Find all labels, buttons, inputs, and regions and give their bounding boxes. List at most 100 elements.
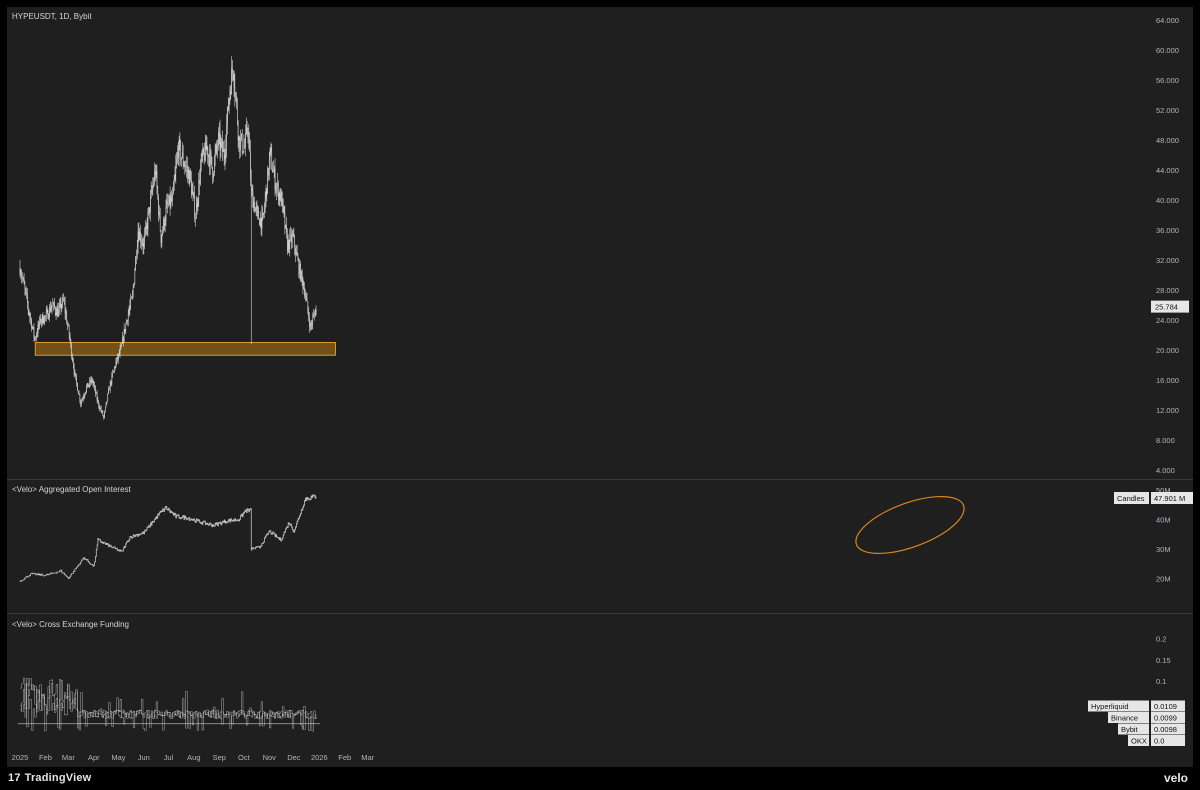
price-tick-label: 16.000: [1156, 376, 1179, 385]
price-candle-body: [136, 256, 137, 258]
price-candle-body: [199, 179, 200, 185]
price-candle-body: [246, 126, 248, 134]
x-axis-label: Apr: [88, 753, 100, 762]
price-candle-body: [200, 154, 202, 168]
price-candle-body: [107, 393, 109, 401]
price-candle-body: [49, 307, 50, 318]
price-candle-body: [133, 283, 135, 288]
x-axis-label: Jul: [164, 753, 174, 762]
price-candle-body: [287, 240, 289, 251]
price-candle-body: [222, 140, 223, 152]
price-candle-body: [279, 192, 281, 201]
price-candle-body: [102, 411, 104, 416]
price-scale[interactable]: [1149, 7, 1193, 767]
price-candle-body: [34, 336, 36, 339]
price-candle-body: [87, 383, 89, 387]
price-candle-body: [276, 186, 277, 190]
price-candle-body: [252, 190, 254, 208]
funding-legend-value-tag: [1151, 735, 1185, 746]
price-candle-body: [233, 74, 235, 88]
symbol-title[interactable]: HYPEUSDT, 1D, Bybit: [12, 12, 92, 21]
price-candle-body: [201, 154, 203, 157]
price-candle-body: [274, 168, 276, 190]
price-candle-body: [278, 192, 280, 200]
price-candle-body: [234, 87, 236, 95]
price-candle-body: [62, 298, 63, 306]
price-candle-body: [108, 388, 109, 394]
price-candle-body: [48, 317, 49, 319]
price-candle-body: [32, 327, 34, 328]
price-candle-body: [218, 131, 220, 133]
tradingview-brand: TradingView: [24, 772, 92, 784]
price-candle-body: [32, 327, 33, 329]
oi-tick-label: 20M: [1156, 574, 1171, 583]
price-candle-body: [312, 317, 314, 325]
price-tick-label: 56.000: [1156, 76, 1179, 85]
funding-legend-value-tag: [1151, 723, 1185, 735]
price-candle-body: [116, 357, 118, 362]
price-candle-body: [145, 225, 147, 227]
price-candle-body: [242, 151, 244, 153]
price-candle-body: [92, 381, 94, 384]
price-candle-body: [91, 378, 93, 382]
price-candle-body: [207, 146, 209, 157]
x-axis-label: Jun: [138, 753, 150, 762]
price-candle-body: [288, 240, 290, 250]
price-candle-body: [300, 271, 302, 281]
price-candle-body: [24, 284, 26, 289]
chart-canvas[interactable]: 64.000 60.000 56.000 52.000 48.000 44.000 40.0…: [0, 0, 1200, 768]
last-price-tag: [1151, 300, 1189, 313]
price-candle-body: [295, 248, 296, 255]
oi-legend-tag: [1114, 492, 1149, 504]
price-candle-body: [30, 317, 31, 320]
price-candle-body: [109, 382, 111, 391]
funding-legend-value-tag: [1151, 700, 1185, 712]
price-candle-body: [290, 234, 291, 236]
tradingview-mark-icon: 17: [8, 772, 21, 784]
price-candle-body: [52, 304, 54, 306]
price-candle-body: [191, 179, 192, 195]
price-candle-body: [228, 99, 230, 111]
price-candle-body: [136, 246, 138, 257]
price-candle-body: [272, 169, 273, 173]
price-candle-body: [144, 234, 145, 243]
price-candle-body: [254, 201, 255, 212]
price-candle-body: [240, 138, 241, 150]
funding-tick-label: 0.1: [1156, 677, 1166, 686]
price-candle-body: [307, 301, 309, 312]
price-candle-body: [150, 190, 152, 197]
price-candle-body: [249, 138, 250, 152]
price-candle-body: [124, 329, 126, 332]
price-candle-body: [218, 132, 219, 147]
price-candle-body: [282, 199, 283, 206]
price-candle-body: [20, 274, 22, 276]
price-candle-body: [164, 221, 166, 227]
price-candle-body: [90, 380, 91, 383]
price-candle-body: [53, 302, 54, 305]
price-candle-body: [45, 315, 46, 317]
funding-legend-name: Bybit: [1121, 725, 1139, 734]
funding-title[interactable]: <Velo> Cross Exchange Funding: [12, 620, 129, 629]
tradingview-logo[interactable]: 17 TradingView: [8, 772, 91, 784]
funding-series-line: [20, 679, 317, 731]
price-candle-body: [313, 314, 314, 318]
price-candle-body: [271, 151, 273, 170]
price-candle-body: [220, 141, 222, 150]
support-zone: [34, 342, 336, 356]
price-candle-body: [39, 318, 40, 326]
axes: 64.000 60.000 56.000 52.000 48.000 44.000 40.0…: [12, 16, 1193, 762]
price-candle-body: [47, 310, 49, 319]
price-candle-body: [98, 401, 100, 407]
price-candle-body: [126, 320, 127, 324]
price-candle-body: [173, 180, 175, 185]
price-candle-body: [311, 324, 313, 325]
price-candle-body: [75, 373, 77, 377]
price-candle-body: [196, 203, 198, 207]
price-candle-body: [36, 335, 37, 339]
price-candle-body: [268, 158, 270, 176]
funding-legend-name: OKX: [1131, 737, 1147, 746]
price-candle-body: [244, 146, 245, 148]
open-interest-title[interactable]: <Velo> Aggregated Open Interest: [12, 485, 132, 494]
price-candle-body: [50, 307, 51, 312]
price-candle-body: [71, 344, 72, 357]
